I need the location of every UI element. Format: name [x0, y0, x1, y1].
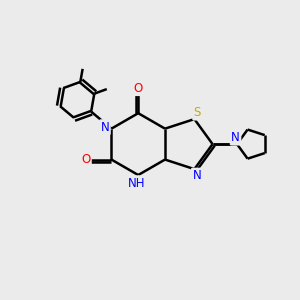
Text: N: N — [100, 121, 109, 134]
Text: O: O — [134, 82, 143, 95]
Text: O: O — [81, 153, 90, 166]
Text: N: N — [192, 169, 201, 182]
Text: NH: NH — [128, 177, 146, 190]
Text: N: N — [231, 131, 240, 144]
Text: S: S — [194, 106, 201, 119]
